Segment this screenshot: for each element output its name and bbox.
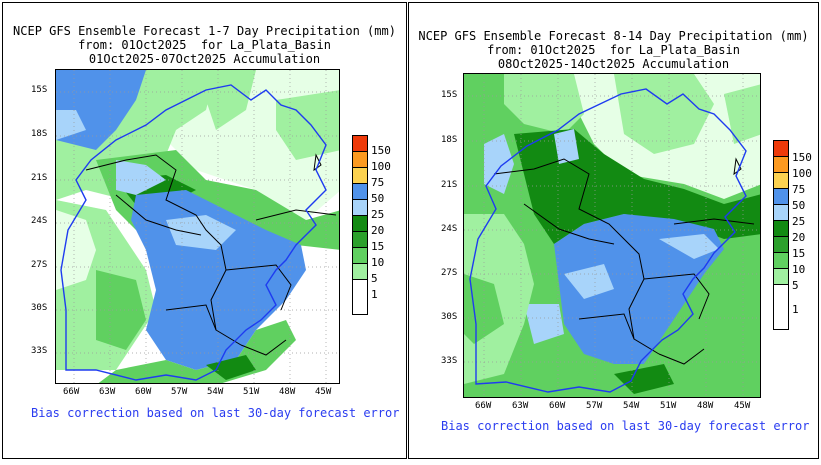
lon-tick: 66W [63, 387, 80, 397]
lat-tick: 24S [441, 224, 458, 234]
legend-swatch-15 [352, 231, 368, 248]
bias-note: Bias correction based on last 30-day for… [441, 419, 810, 433]
lon-tick: 66W [475, 401, 492, 411]
bias-note: Bias correction based on last 30-day for… [31, 406, 400, 420]
legend-swatch-5 [773, 268, 789, 285]
legend-label: 10 [792, 263, 806, 276]
legend-swatch-50 [773, 188, 789, 205]
precip-map-week1 [55, 69, 340, 384]
legend-swatch-100 [773, 156, 789, 173]
lat-tick: 18S [31, 129, 48, 139]
lon-tick: 60W [549, 401, 566, 411]
legend-label: 50 [792, 199, 806, 212]
legend-swatch-20 [773, 220, 789, 237]
legend-swatch-25 [773, 204, 789, 221]
legend-swatch-150 [773, 140, 789, 157]
forecast-panel-week2: NCEP GFS Ensemble Forecast 8-14 Day Prec… [408, 2, 819, 459]
lon-tick: 57W [586, 401, 603, 411]
legend-swatch-10 [773, 252, 789, 269]
panel-title-line1: NCEP GFS Ensemble Forecast 1-7 Day Preci… [13, 24, 396, 38]
lon-tick: 63W [99, 387, 116, 397]
legend-swatch-100 [352, 151, 368, 168]
lat-tick: 33S [31, 346, 48, 356]
forecast-panel-week1: NCEP GFS Ensemble Forecast 1-7 Day Preci… [2, 2, 407, 459]
precip-map-week2 [463, 73, 761, 398]
legend-swatch-20 [352, 215, 368, 232]
lon-tick: 45W [315, 387, 332, 397]
lat-tick: 27S [31, 260, 48, 270]
legend-swatch-25 [352, 199, 368, 216]
lon-tick: 51W [243, 387, 260, 397]
lat-tick: 21S [31, 173, 48, 183]
legend-label: 25 [371, 208, 385, 221]
lon-tick: 54W [207, 387, 224, 397]
legend-swatch-10 [352, 247, 368, 264]
lat-tick: 30S [31, 303, 48, 313]
lon-tick: 51W [660, 401, 677, 411]
legend-label: 15 [371, 240, 385, 253]
legend-swatch-1 [773, 284, 789, 330]
lat-tick: 15S [441, 90, 458, 100]
lat-tick: 15S [31, 85, 48, 95]
legend-label: 1 [371, 288, 378, 301]
legend-swatch-150 [352, 135, 368, 152]
legend-label: 50 [371, 192, 385, 205]
lon-tick: 63W [512, 401, 529, 411]
legend-swatch-15 [773, 236, 789, 253]
legend-swatch-50 [352, 183, 368, 200]
lat-tick: 33S [441, 356, 458, 366]
panel-title-line3: 01Oct2025-07Oct2025 Accumulation [88, 52, 321, 66]
legend-label: 100 [371, 160, 391, 173]
lon-tick: 48W [697, 401, 714, 411]
legend-label: 25 [792, 215, 806, 228]
panel-title-line2: from: 01Oct2025 for La_Plata_Basin [78, 38, 331, 52]
lon-tick: 60W [135, 387, 152, 397]
panel-title-line2: from: 01Oct2025 for La_Plata_Basin [487, 43, 740, 57]
legend-swatch-75 [773, 172, 789, 189]
lat-tick: 30S [441, 312, 458, 322]
legend-label: 5 [371, 272, 378, 285]
legend-label: 20 [371, 224, 385, 237]
legend-label: 15 [792, 247, 806, 260]
legend-label: 75 [371, 176, 385, 189]
legend-label: 100 [792, 167, 812, 180]
legend-label: 1 [792, 303, 799, 316]
panel-title-line1: NCEP GFS Ensemble Forecast 8-14 Day Prec… [418, 29, 809, 43]
legend-label: 10 [371, 256, 385, 269]
legend-swatch-5 [352, 263, 368, 280]
lon-tick: 57W [171, 387, 188, 397]
legend-swatch-1 [352, 279, 368, 315]
legend-label: 150 [792, 151, 812, 164]
lat-tick: 24S [31, 216, 48, 226]
legend-label: 5 [792, 279, 799, 292]
lat-tick: 21S [441, 180, 458, 190]
legend-swatch-75 [352, 167, 368, 184]
lon-tick: 54W [623, 401, 640, 411]
legend-label: 20 [792, 231, 806, 244]
legend-label: 150 [371, 144, 391, 157]
panel-title-line3: 08Oct2025-14Oct2025 Accumulation [497, 57, 730, 71]
lon-tick: 48W [279, 387, 296, 397]
lat-tick: 18S [441, 135, 458, 145]
legend-label: 75 [792, 183, 806, 196]
lat-tick: 27S [441, 268, 458, 278]
lon-tick: 45W [734, 401, 751, 411]
